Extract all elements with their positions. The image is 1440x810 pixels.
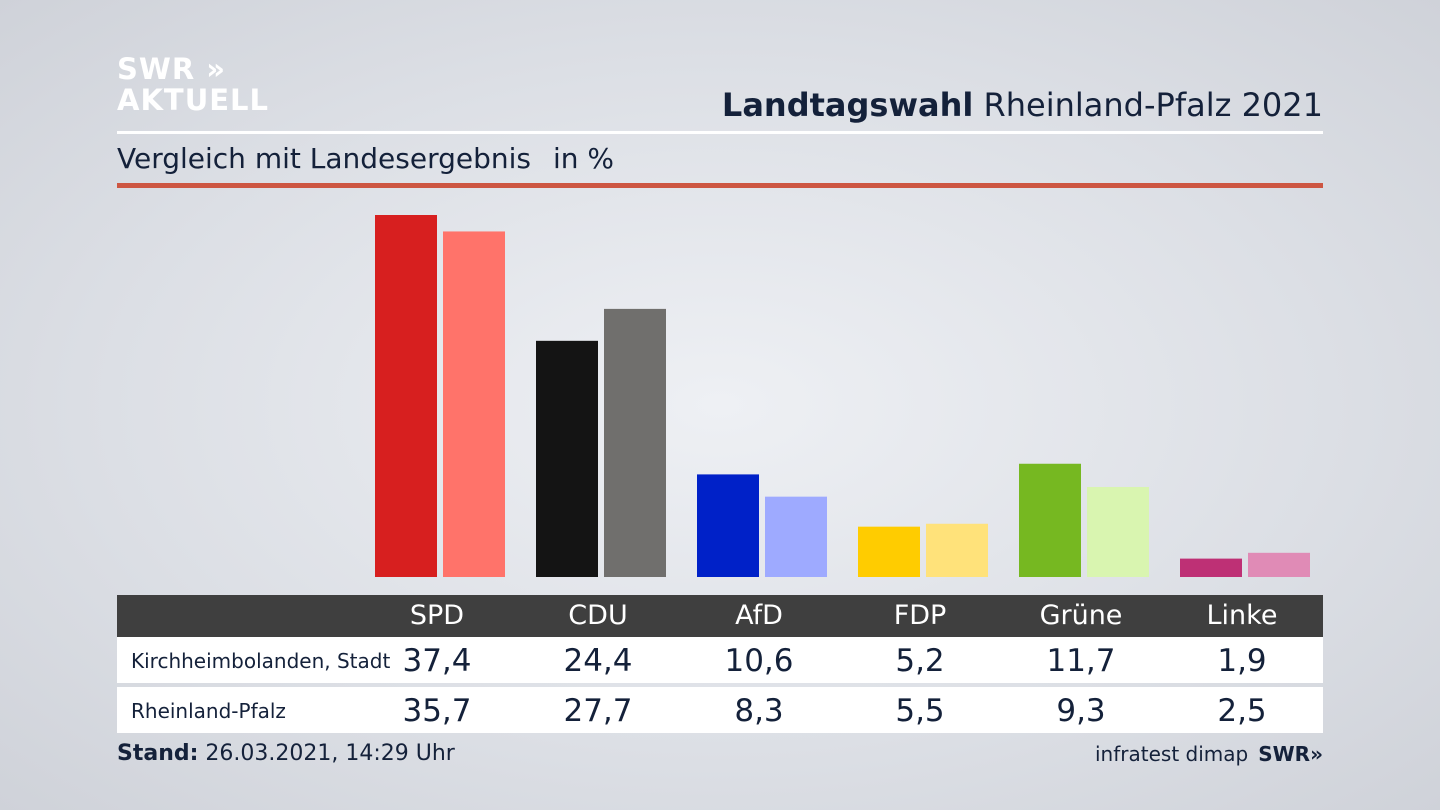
- row-label: Kirchheimbolanden, Stadt: [131, 649, 390, 673]
- column-header: Linke: [1177, 600, 1307, 631]
- bar-gruene-local: [1019, 464, 1081, 577]
- column-header: CDU: [533, 600, 663, 631]
- row-label: Rheinland-Pfalz: [131, 699, 286, 723]
- bar-afd-local: [697, 474, 759, 577]
- table-cell: 1,9: [1177, 643, 1307, 679]
- table-cell: 11,7: [1016, 643, 1146, 679]
- stand-value: 26.03.2021, 14:29 Uhr: [205, 741, 454, 766]
- bar-gruene-state: [1087, 487, 1149, 577]
- table-cell: 27,7: [533, 693, 663, 729]
- bar-cdu-local: [536, 341, 598, 577]
- stand-label: Stand:: [117, 741, 198, 766]
- column-header: FDP: [855, 600, 985, 631]
- table-cell: 24,4: [533, 643, 663, 679]
- table-header: SPD CDU AfD FDP Grüne Linke: [117, 595, 1323, 637]
- source-credit: infratest dimap SWR»: [1095, 742, 1323, 766]
- results-table: SPD CDU AfD FDP Grüne Linke Kirchheimbolanden…: [117, 595, 1323, 733]
- bar-linke-local: [1180, 559, 1242, 577]
- table-cell: 8,3: [694, 693, 824, 729]
- column-header: Grüne: [1016, 600, 1146, 631]
- bar-cdu-state: [604, 309, 666, 577]
- column-header: AfD: [694, 600, 824, 631]
- bar-spd-state: [443, 231, 505, 577]
- swr-brand: SWR»: [1258, 742, 1323, 766]
- table-row: Rheinland-Pfalz 35,7 27,7 8,3 5,5 9,3 2,5: [117, 687, 1323, 733]
- source-name: infratest dimap: [1095, 742, 1248, 766]
- column-header: SPD: [372, 600, 502, 631]
- bar-linke-state: [1248, 553, 1310, 577]
- table-cell: 10,6: [694, 643, 824, 679]
- table-row: Kirchheimbolanden, Stadt 37,4 24,4 10,6 5,2…: [117, 637, 1323, 683]
- table-cell: 37,4: [372, 643, 502, 679]
- timestamp: Stand: 26.03.2021, 14:29 Uhr: [117, 741, 455, 766]
- bar-spd-local: [375, 215, 437, 577]
- table-cell: 5,2: [855, 643, 985, 679]
- table-cell: 35,7: [372, 693, 502, 729]
- bar-afd-state: [765, 497, 827, 577]
- bar-fdp-local: [858, 527, 920, 577]
- table-cell: 5,5: [855, 693, 985, 729]
- table-cell: 2,5: [1177, 693, 1307, 729]
- table-cell: 9,3: [1016, 693, 1146, 729]
- bar-fdp-state: [926, 524, 988, 577]
